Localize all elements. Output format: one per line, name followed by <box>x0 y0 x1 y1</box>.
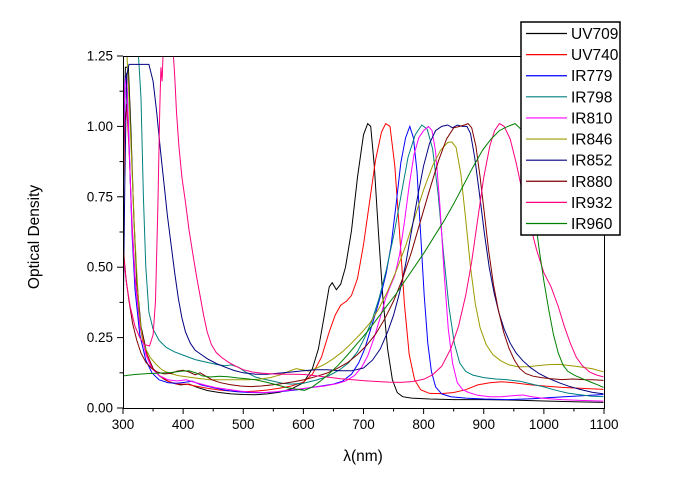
legend-label: UV709 <box>571 26 618 43</box>
y-tick-label: 0.00 <box>87 401 113 416</box>
legend-entry-UV709: UV709 <box>526 26 618 43</box>
legend-label: IR932 <box>571 195 612 212</box>
legend-label: IR810 <box>571 110 613 127</box>
legend-entry-IR798: IR798 <box>526 89 612 106</box>
x-tick-label: 500 <box>232 417 255 432</box>
plot-area: 300 400 500 600 700 800 900 1000 1100 0.00 0.25 0.5… <box>87 49 619 433</box>
series-IR779 <box>123 72 604 401</box>
series-layer <box>123 56 604 403</box>
legend-label: IR852 <box>571 153 612 170</box>
x-axis-title: λ(nm) <box>343 448 383 465</box>
legend-entry-IR810: IR810 <box>526 110 613 127</box>
legend-label: UV740 <box>571 47 619 64</box>
legend-entry-IR960: IR960 <box>526 216 613 233</box>
x-tick-label: 800 <box>412 417 435 432</box>
legend-label: IR960 <box>571 216 613 233</box>
x-tick-label: 400 <box>172 417 195 432</box>
x-tick-label: 700 <box>352 417 375 432</box>
y-tick-label: 0.75 <box>87 189 113 204</box>
legend-label: IR880 <box>571 174 613 191</box>
legend-entry-IR852: IR852 <box>526 153 612 170</box>
legend-box <box>520 21 621 236</box>
y-axis: 0.00 0.25 0.50 0.75 1.00 1.25 <box>87 49 123 416</box>
legend-label: IR798 <box>571 89 612 106</box>
x-tick-label: 600 <box>292 417 315 432</box>
y-axis-title: Optical Density <box>26 185 43 289</box>
legend-label: IR779 <box>571 68 612 85</box>
legend-entry-IR932: IR932 <box>526 195 612 212</box>
series-IR798 <box>137 56 604 398</box>
legend: UV709 UV740 IR779 IR798 IR810 IR846 IR852 IR880… <box>520 21 621 236</box>
y-tick-label: 0.50 <box>87 260 113 275</box>
series-IR810 <box>123 75 604 402</box>
y-tick-label: 1.00 <box>87 119 113 134</box>
series-IR852 <box>123 63 604 395</box>
x-tick-label: 1000 <box>529 417 559 432</box>
x-tick-label: 300 <box>112 417 135 432</box>
series-IR960 <box>123 123 604 391</box>
legend-entry-IR846: IR846 <box>526 132 612 149</box>
legend-entry-IR880: IR880 <box>526 174 613 191</box>
x-axis: 300 400 500 600 700 800 900 1000 1100 <box>112 408 619 432</box>
legend-entry-UV740: UV740 <box>526 47 619 64</box>
x-tick-label: 900 <box>472 417 495 432</box>
series-IR846 <box>126 56 604 381</box>
y-tick-label: 0.25 <box>87 330 113 345</box>
y-tick-label: 1.25 <box>87 49 113 64</box>
series-IR932 <box>123 56 604 383</box>
legend-label: IR846 <box>571 132 612 149</box>
x-tick-label: 1100 <box>589 417 618 432</box>
legend-entry-IR779: IR779 <box>526 68 612 85</box>
